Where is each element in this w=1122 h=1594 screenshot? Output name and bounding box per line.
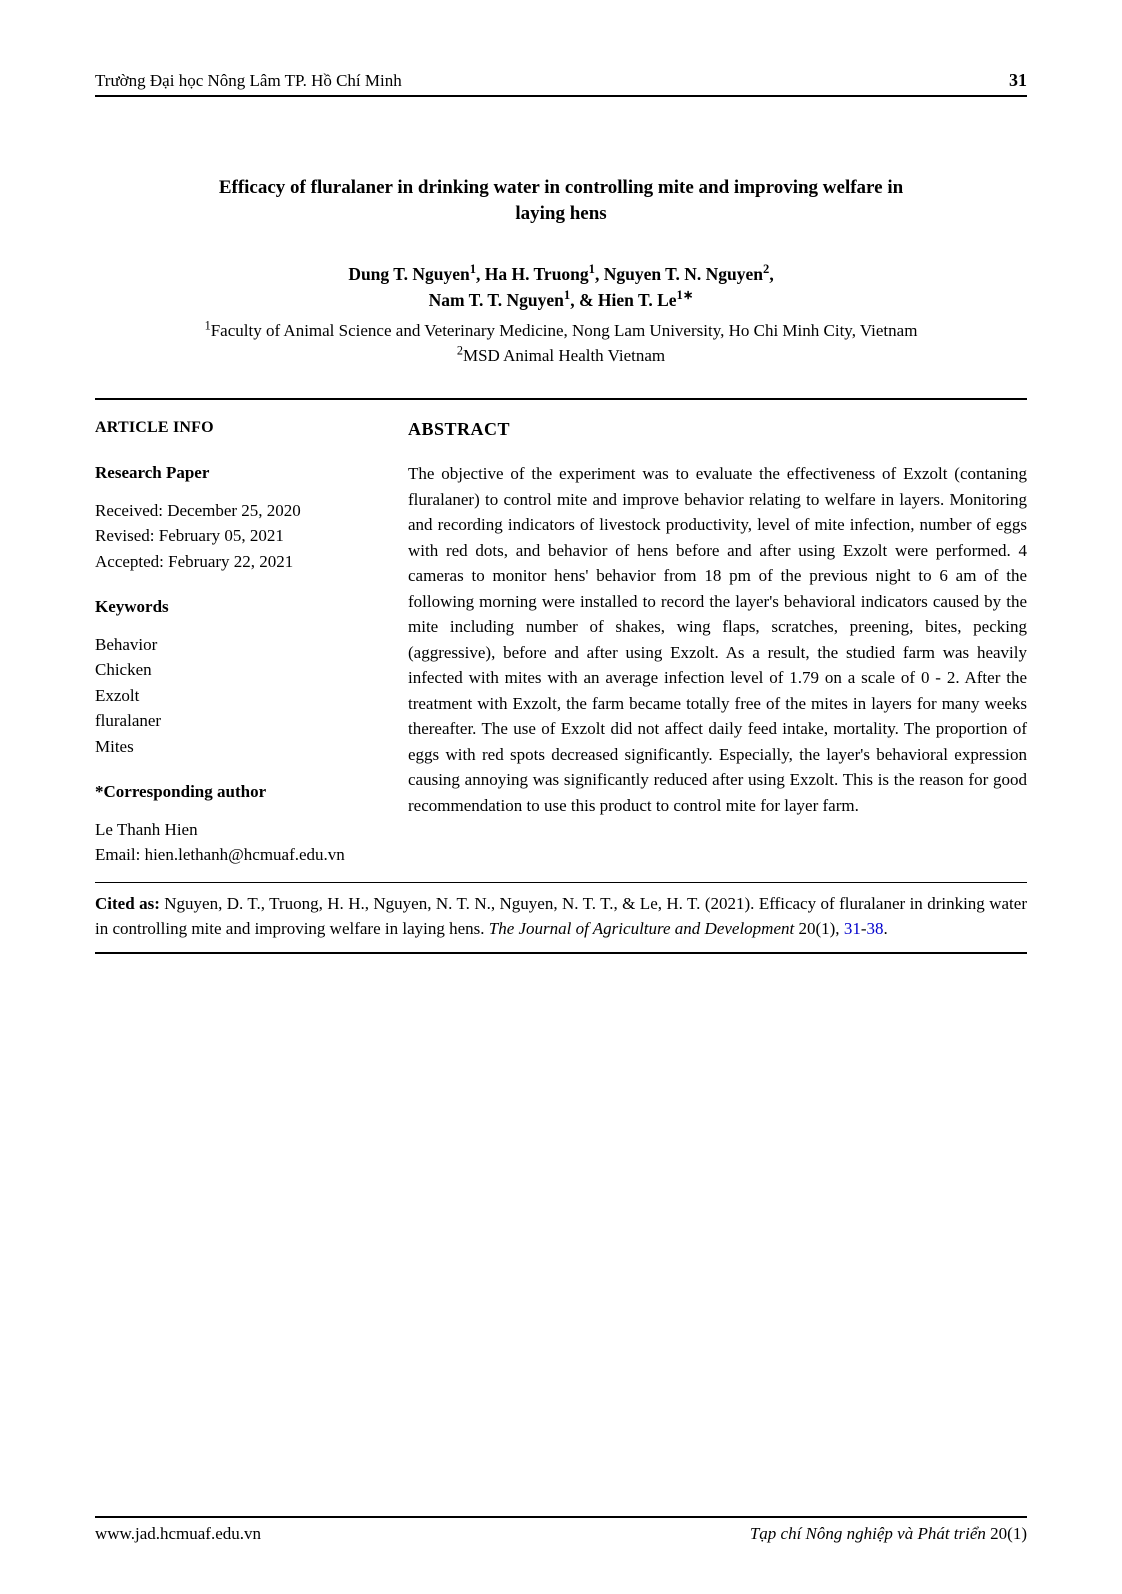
title-line-2: laying hens bbox=[95, 201, 1027, 227]
article-dates: Received: December 25, 2020 Revised: Feb… bbox=[95, 498, 390, 575]
citation-journal: The Journal of Agriculture and Developme… bbox=[489, 919, 794, 938]
corresponding-author-email: Email: hien.lethanh@hcmuaf.edu.vn bbox=[95, 842, 390, 868]
info-abstract-box: ARTICLE INFO Research Paper Received: De… bbox=[95, 398, 1027, 954]
citation-page-end[interactable]: 38 bbox=[866, 919, 883, 938]
authors: Dung T. Nguyen1, Ha H. Truong1, Nguyen T… bbox=[95, 262, 1027, 313]
authors-line-1: Dung T. Nguyen1, Ha H. Truong1, Nguyen T… bbox=[95, 262, 1027, 287]
keyword-item: fluralaner bbox=[95, 708, 390, 734]
keywords-list: Behavior Chicken Exzolt fluralaner Mites bbox=[95, 632, 390, 760]
corresponding-author-details: Le Thanh Hien Email: hien.lethanh@hcmuaf… bbox=[95, 817, 390, 868]
abstract-column: ABSTRACT The objective of the experiment… bbox=[408, 416, 1027, 868]
affiliation-1: 1Faculty of Animal Science and Veterinar… bbox=[95, 319, 1027, 344]
date-revised: Revised: February 05, 2021 bbox=[95, 523, 390, 549]
citation-block: Cited as: Nguyen, D. T., Truong, H. H., … bbox=[95, 882, 1027, 952]
article-type: Research Paper bbox=[95, 460, 390, 486]
date-accepted: Accepted: February 22, 2021 bbox=[95, 549, 390, 575]
header-page-number: 31 bbox=[1009, 70, 1027, 91]
citation-page-start[interactable]: 31 bbox=[844, 919, 861, 938]
footer-url: www.jad.hcmuaf.edu.vn bbox=[95, 1524, 261, 1544]
running-footer: www.jad.hcmuaf.edu.vn Tạp chí Nông nghiệ… bbox=[95, 1516, 1027, 1544]
citation-label: Cited as: bbox=[95, 894, 160, 913]
keyword-item: Chicken bbox=[95, 657, 390, 683]
authors-line-2: Nam T. T. Nguyen1, & Hien T. Le1∗ bbox=[95, 288, 1027, 313]
title-line-1: Efficacy of fluralaner in drinking water… bbox=[95, 175, 1027, 201]
footer-journal: Tạp chí Nông nghiệp và Phát triển 20(1) bbox=[750, 1524, 1027, 1544]
citation-period: . bbox=[883, 919, 887, 938]
article-info-heading: ARTICLE INFO bbox=[95, 416, 390, 440]
keyword-item: Exzolt bbox=[95, 683, 390, 709]
article-info-column: ARTICLE INFO Research Paper Received: De… bbox=[95, 416, 390, 868]
abstract-heading: ABSTRACT bbox=[408, 416, 1027, 443]
citation-volume: 20(1), bbox=[794, 919, 844, 938]
keywords-heading: Keywords bbox=[95, 594, 390, 620]
affiliation-2: 2MSD Animal Health Vietnam bbox=[95, 344, 1027, 369]
keyword-item: Mites bbox=[95, 734, 390, 760]
keyword-item: Behavior bbox=[95, 632, 390, 658]
corresponding-author-heading: *Corresponding author bbox=[95, 779, 390, 805]
header-institution: Trường Đại học Nông Lâm TP. Hồ Chí Minh bbox=[95, 71, 402, 91]
article-title: Efficacy of fluralaner in drinking water… bbox=[95, 175, 1027, 226]
affiliations: 1Faculty of Animal Science and Veterinar… bbox=[95, 319, 1027, 368]
abstract-body: The objective of the experiment was to e… bbox=[408, 461, 1027, 818]
corresponding-author-name: Le Thanh Hien bbox=[95, 817, 390, 843]
date-received: Received: December 25, 2020 bbox=[95, 498, 390, 524]
running-header: Trường Đại học Nông Lâm TP. Hồ Chí Minh … bbox=[95, 70, 1027, 97]
